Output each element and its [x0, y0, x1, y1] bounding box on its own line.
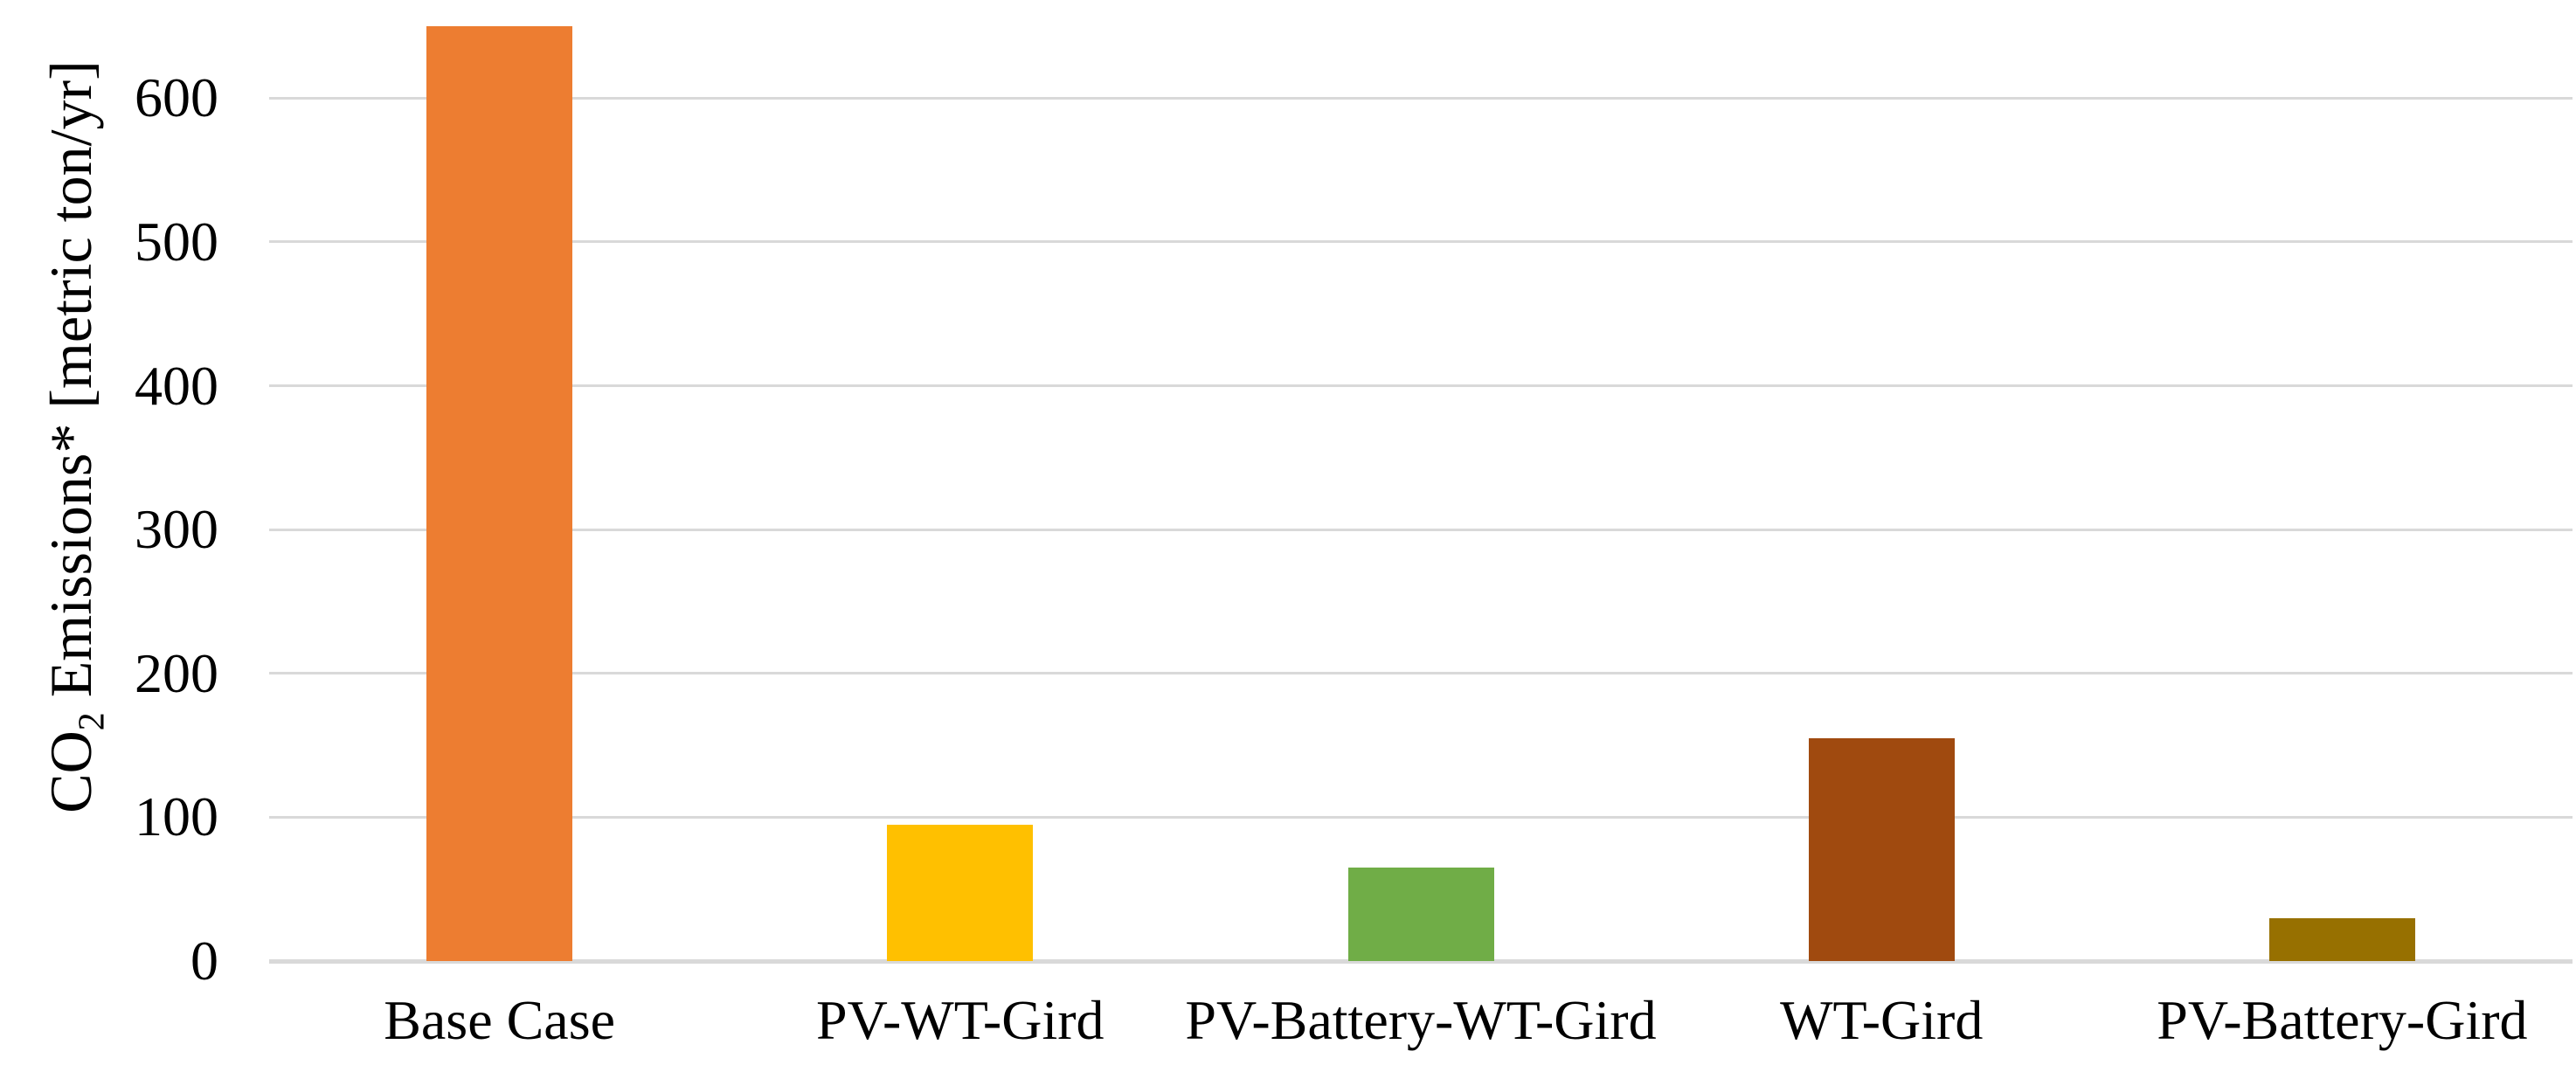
y-tick-label: 400: [135, 354, 218, 417]
bar: [2268, 917, 2415, 961]
category-label: PV-WT-Gird: [816, 989, 1104, 1051]
x-axis-line: [269, 959, 2573, 964]
gridline: [269, 240, 2573, 244]
gridline: [269, 384, 2573, 388]
gridline: [269, 96, 2573, 100]
bar: [887, 824, 1034, 961]
y-tick-label: 600: [135, 66, 218, 129]
category-label: WT-Gird: [1780, 989, 1984, 1051]
y-tick-label: 100: [135, 785, 218, 848]
y-tick-label: 200: [135, 641, 218, 704]
y-tick-label: 300: [135, 498, 218, 561]
gridline: [269, 528, 2573, 531]
bar: [1808, 737, 1955, 961]
gridline: [269, 815, 2573, 819]
y-axis-title-subscript: 2: [71, 712, 113, 731]
category-label: PV-Battery-Gird: [2157, 989, 2528, 1051]
y-tick-label: 500: [135, 210, 218, 273]
category-label: Base Case: [384, 989, 615, 1051]
gridline: [269, 672, 2573, 675]
bar: [1347, 868, 1494, 961]
bar: [426, 26, 573, 961]
category-label: PV-Battery-WT-Gird: [1185, 989, 1657, 1051]
y-tick-label: 0: [190, 930, 218, 992]
